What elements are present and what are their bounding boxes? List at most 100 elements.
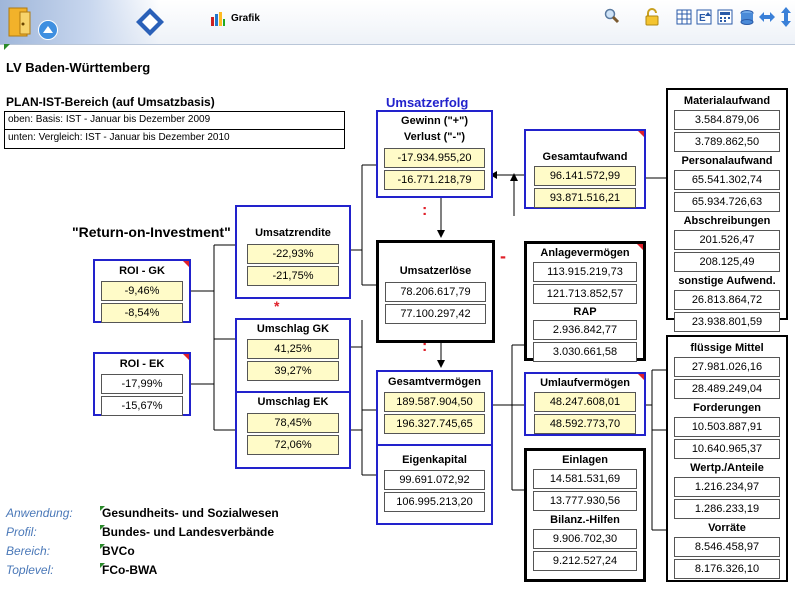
fluessige-value-1: 27.981.026,16 <box>674 357 780 377</box>
gesamtvermoegen-label: Gesamtvermögen <box>388 376 481 388</box>
umschlag-gk-label: Umschlag GK <box>256 323 330 335</box>
roi-ek-value-1: -17,99% <box>101 374 183 394</box>
plan-box: oben: Basis: IST - Januar bis Dezember 2… <box>4 111 345 149</box>
roi-ek-label: ROI - EK <box>119 358 165 370</box>
profil-value[interactable]: Bundes- und Landesverbände <box>102 525 275 539</box>
umschlag-ek-label: Umschlag EK <box>257 396 329 408</box>
wertp-label: Wertp./Anteile <box>690 462 764 474</box>
anlagevermoegen-box[interactable]: Anlagevermögen 113.915.219,73 121.713.85… <box>524 241 646 362</box>
gesamtvermoegen-value-1: 189.587.904,50 <box>384 392 485 412</box>
colon-operator: : <box>422 202 428 219</box>
fluessige-label: flüssige Mittel <box>690 342 764 354</box>
calculator-icon[interactable] <box>717 9 733 25</box>
eigenkapital-label: Eigenkapital <box>402 454 467 466</box>
roi-gk-value-2: -8,54% <box>101 303 183 323</box>
umlaufvermoegen-value-2: 48.592.773,70 <box>534 414 636 434</box>
umsatzerloese-box[interactable]: Umsatzerlöse 78.206.617,79 77.100.297,42 <box>376 240 495 343</box>
vorraete-value-2: 8.176.326,10 <box>674 559 780 579</box>
sonstige-value-2: 23.938.801,59 <box>674 312 780 332</box>
umsatzrendite-label: Umsatzrendite <box>255 227 331 239</box>
gesamtaufwand-label: Gesamtaufwand <box>542 151 628 163</box>
page-title: LV Baden-Württemberg <box>6 60 151 75</box>
rap-label: RAP <box>573 306 597 318</box>
up-arrow-icon[interactable] <box>38 20 58 40</box>
gesamtvermoegen-value-2: 196.327.745,65 <box>384 414 485 434</box>
table-icon[interactable] <box>676 9 692 25</box>
export-icon[interactable]: E <box>696 9 712 25</box>
anwendung-value[interactable]: Gesundheits- und Sozialwesen <box>102 506 279 520</box>
umlaufvermoegen-label: Umlaufvermögen <box>540 377 630 389</box>
personal-label: Personalaufwand <box>681 155 773 167</box>
gewinn-value-2: -16.771.218,79 <box>384 170 485 190</box>
plan-line-2: unten: Vergleich: IST - Januar bis Dezem… <box>8 132 230 143</box>
grafik-icon[interactable] <box>210 11 226 27</box>
rap-value-1: 2.936.842,77 <box>533 320 637 340</box>
colon-operator-2: : <box>422 338 428 355</box>
umschlag-gk-box[interactable]: Umschlag GK 41,25% 39,27% <box>235 318 351 394</box>
footer-row-toplevel: Toplevel: FCo-BWA <box>6 563 346 582</box>
link-marker-icon <box>100 506 105 511</box>
horizontal-arrows-icon[interactable] <box>759 11 775 23</box>
fluessige-value-2: 28.489.249,04 <box>674 379 780 399</box>
einlagen-label: Einlagen <box>562 454 608 466</box>
umschlag-gk-value-2: 39,27% <box>247 361 339 381</box>
search-icon[interactable] <box>604 8 620 24</box>
gesamtaufwand-value-1: 96.141.572,99 <box>534 166 636 186</box>
roi-gk-box[interactable]: ROI - GK -9,46% -8,54% <box>93 259 191 323</box>
einlagen-box[interactable]: Einlagen 14.581.531,69 13.777.930,56 Bil… <box>524 448 646 582</box>
gewinn-value-1: -17.934.955,20 <box>384 148 485 168</box>
gesamtaufwand-value-2: 93.871.516,21 <box>534 188 636 208</box>
vorraete-label: Vorräte <box>708 522 746 534</box>
eigenkapital-box[interactable]: Eigenkapital 99.691.072,92 106.995.213,2… <box>376 444 493 525</box>
einlagen-value-2: 13.777.930,56 <box>533 491 637 511</box>
star-operator: * <box>274 298 280 314</box>
link-marker-icon <box>100 525 105 530</box>
toplevel-value[interactable]: FCo-BWA <box>102 563 158 577</box>
gewinn-verlust-box[interactable]: Gewinn ("+") Verlust ("-") -17.934.955,2… <box>376 110 493 198</box>
grafik-label[interactable]: Grafik <box>231 13 260 24</box>
sonstige-label: sonstige Aufwend. <box>678 275 776 287</box>
anwendung-label: Anwendung: <box>6 506 73 520</box>
umsatzrendite-box[interactable]: Umsatzrendite -22,93% -21,75% <box>235 205 351 299</box>
aufwand-details-box: Materialaufwand 3.584.879,06 3.789.862,5… <box>666 88 788 332</box>
toplevel-label: Toplevel: <box>6 563 54 577</box>
abschreibungen-value-1: 201.526,47 <box>674 230 780 250</box>
vertical-arrows-icon[interactable] <box>780 7 792 27</box>
umschlag-ek-box[interactable]: Umschlag EK 78,45% 72,06% <box>235 391 351 469</box>
door-icon[interactable] <box>6 6 34 38</box>
umsatzrendite-value-2: -21,75% <box>247 266 339 286</box>
sonstige-value-1: 26.813.864,72 <box>674 290 780 310</box>
indicator-icon <box>637 244 643 250</box>
wertp-value-1: 1.216.234,97 <box>674 477 780 497</box>
umschlag-ek-value-2: 72,06% <box>247 435 339 455</box>
roi-ek-value-2: -15,67% <box>101 396 183 416</box>
corner-marker-icon <box>4 44 10 50</box>
umsatzrendite-value-1: -22,93% <box>247 244 339 264</box>
gewinn-label: Gewinn ("+") <box>401 115 468 127</box>
umlaufvermoegen-box[interactable]: Umlaufvermögen 48.247.608,01 48.592.773,… <box>524 372 646 436</box>
material-value-1: 3.584.879,06 <box>674 110 780 130</box>
abschreibungen-label: Abschreibungen <box>683 215 771 227</box>
plan-line-1: oben: Basis: IST - Januar bis Dezember 2… <box>5 112 344 130</box>
footer-row-profil: Profil: Bundes- und Landesverbände <box>6 525 346 544</box>
roi-ek-box[interactable]: ROI - EK -17,99% -15,67% <box>93 352 191 416</box>
forderungen-value-2: 10.640.965,37 <box>674 439 780 459</box>
toolbar: Grafik E <box>0 0 795 45</box>
eigenkapital-value-2: 106.995.213,20 <box>384 492 485 512</box>
anlagevermoegen-label: Anlagevermögen <box>540 247 630 259</box>
gesamtaufwand-box[interactable]: Gesamtaufwand 96.141.572,99 93.871.516,2… <box>524 129 646 209</box>
bilanzhilfen-value-1: 9.906.702,30 <box>533 529 637 549</box>
profil-label: Profil: <box>6 525 37 539</box>
umschlag-gk-value-1: 41,25% <box>247 339 339 359</box>
database-icon[interactable] <box>739 9 755 25</box>
lock-icon[interactable] <box>644 8 660 26</box>
bilanzhilfen-label: Bilanz.-Hilfen <box>550 514 620 526</box>
indicator-icon <box>638 374 644 380</box>
diamond-icon[interactable] <box>134 6 166 38</box>
bereich-value[interactable]: BVCo <box>102 544 135 558</box>
bereich-label: Bereich: <box>6 544 51 558</box>
umsatzerloese-value-1: 78.206.617,79 <box>385 282 486 302</box>
verlust-label: Verlust ("-") <box>403 131 466 143</box>
plan-heading: PLAN-IST-Bereich (auf Umsatzbasis) <box>6 95 215 109</box>
gesamtvermoegen-box[interactable]: Gesamtvermögen 189.587.904,50 196.327.74… <box>376 370 493 446</box>
